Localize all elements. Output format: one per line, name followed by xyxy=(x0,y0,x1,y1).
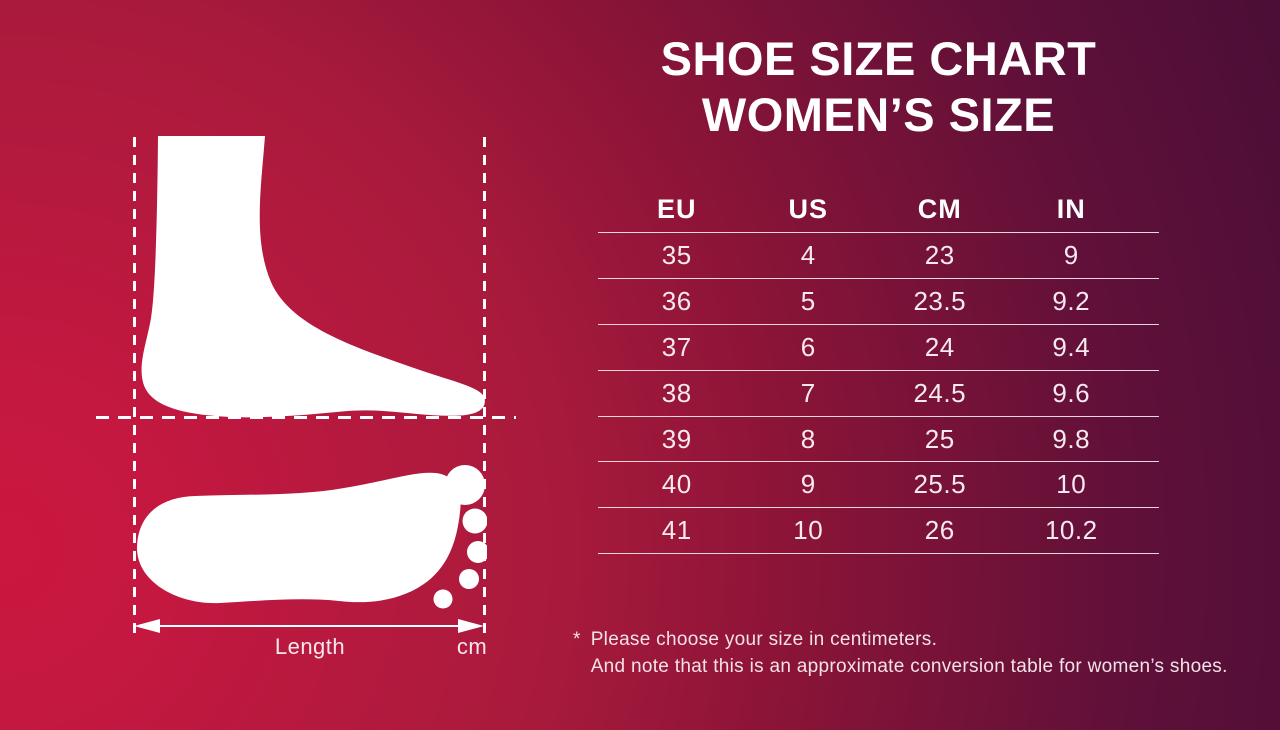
table-cell: 9.2 xyxy=(1052,285,1091,316)
footnote-asterisk: * xyxy=(573,629,581,650)
table-cell: 10 xyxy=(793,515,824,546)
header-cell-in: IN xyxy=(1056,194,1086,224)
footnote-text: Please choose your size in centimeters. … xyxy=(591,626,1228,680)
table-cell: 25 xyxy=(924,423,955,454)
table-cell: 9.8 xyxy=(1052,423,1091,454)
table-cell: 9.4 xyxy=(1052,331,1091,362)
table-row: 35 4 23 9 xyxy=(598,233,1159,279)
arrow-right-icon xyxy=(458,618,484,633)
table-row: 37 6 24 9.4 xyxy=(598,325,1159,371)
table-cell: 40 xyxy=(661,469,692,500)
table-cell: 38 xyxy=(661,377,692,408)
heel-guideline-dashed xyxy=(132,137,136,635)
table-cell: 7 xyxy=(800,377,816,408)
table-cell: 10 xyxy=(1056,469,1087,500)
table-cell: 26 xyxy=(924,515,955,546)
size-conversion-table: EU US CM IN 35 4 23 9 36 5 23.5 9.2 37 6… xyxy=(598,187,1159,555)
table-row: 41 10 26 10.2 xyxy=(598,508,1159,555)
title-line-2: WOMEN’S SIZE xyxy=(701,88,1056,141)
arrow-shaft xyxy=(146,624,472,628)
table-cell: 36 xyxy=(661,285,692,316)
table-header-row: EU US CM IN xyxy=(598,187,1159,233)
header-cell-eu: EU xyxy=(656,194,697,224)
table-row: 36 5 23.5 9.2 xyxy=(598,279,1159,325)
toe-guideline-dashed xyxy=(482,137,486,635)
length-label: Length xyxy=(274,634,346,659)
table-cell: 37 xyxy=(661,331,692,362)
footnote: * Please choose your size in centimeters… xyxy=(573,626,1228,680)
unit-label: cm xyxy=(456,634,488,659)
sole-guideline-dashed xyxy=(96,415,516,419)
table-cell: 23.5 xyxy=(913,285,967,316)
table-cell: 24 xyxy=(924,331,955,362)
table-cell: 41 xyxy=(661,515,692,546)
table-cell: 4 xyxy=(800,239,816,270)
table-cell: 6 xyxy=(800,331,816,362)
footnote-line-1: Please choose your size in centimeters. xyxy=(590,629,938,650)
title-line-1: SHOE SIZE CHART xyxy=(660,32,1097,85)
page-title: SHOE SIZE CHART WOMEN’S SIZE xyxy=(598,31,1159,143)
table-cell: 8 xyxy=(800,423,816,454)
table-cell: 24.5 xyxy=(913,377,967,408)
header-cell-cm: CM xyxy=(917,194,962,224)
table-cell: 9 xyxy=(800,469,816,500)
table-cell: 9.6 xyxy=(1052,377,1091,408)
table-cell: 39 xyxy=(661,423,692,454)
table-row: 38 7 24.5 9.6 xyxy=(598,371,1159,417)
table-row: 40 9 25.5 10 xyxy=(598,462,1159,509)
table-cell: 25.5 xyxy=(913,469,967,500)
table-cell: 5 xyxy=(800,285,816,316)
table-cell: 23 xyxy=(924,239,955,270)
table-cell: 9 xyxy=(1063,239,1079,270)
table-cell: 10.2 xyxy=(1044,515,1098,546)
length-measure-arrow xyxy=(134,616,484,636)
table-row: 39 8 25 9.8 xyxy=(598,417,1159,463)
footnote-line-2: And note that this is an approximate con… xyxy=(590,656,1228,677)
foot-side-view-illustration xyxy=(141,136,485,418)
table-cell: 35 xyxy=(661,239,692,270)
header-cell-us: US xyxy=(788,194,828,224)
footprint-illustration xyxy=(137,465,487,609)
